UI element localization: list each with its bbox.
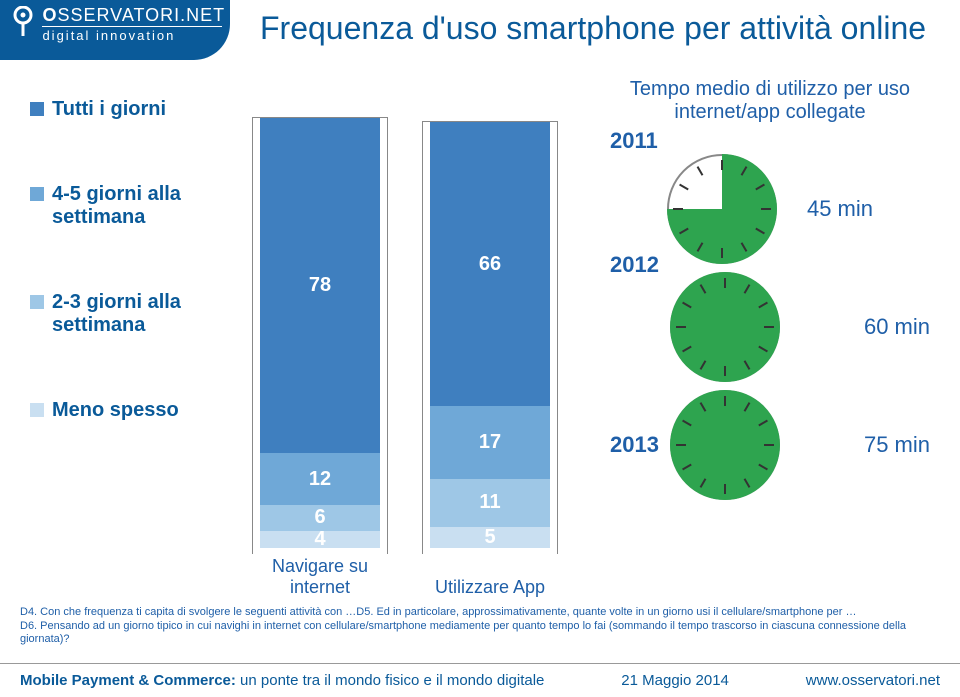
slide-title: Frequenza d'uso smartphone per attività …	[260, 10, 926, 47]
bar-segment: 66	[430, 122, 550, 406]
bar-segment: 17	[430, 406, 550, 479]
bar-segment: 12	[260, 453, 380, 505]
footer-date: 21 Maggio 2014	[621, 672, 729, 689]
legend-swatch	[30, 403, 44, 417]
legend-label: 2-3 giorni alla settimana	[52, 291, 230, 337]
footer-left: Mobile Payment & Commerce: un ponte tra …	[20, 672, 544, 689]
time-usage-block: Tempo medio di utilizzo per uso internet…	[610, 78, 930, 508]
footer: Mobile Payment & Commerce: un ponte tra …	[0, 663, 960, 697]
logo-mid: SSERVATORI	[57, 5, 180, 25]
clock-row: 2011 45 min	[610, 128, 930, 264]
legend-swatch	[30, 102, 44, 116]
footnote-line: D4. Con che frequenza ti capita di svolg…	[20, 606, 940, 620]
footnote-line: D6. Pensando ad un giorno tipico in cui …	[20, 620, 940, 648]
footnotes: D4. Con che frequenza ti capita di svolg…	[20, 606, 940, 647]
time-title: Tempo medio di utilizzo per uso internet…	[610, 78, 930, 124]
stacked-chart: 781264Navigare su internet 6617115Utilizz…	[260, 98, 590, 578]
logo-o: O	[42, 5, 57, 25]
legend-item: Meno spesso	[30, 399, 230, 422]
legend: Tutti i giorni 4-5 giorni alla settimana 2…	[30, 98, 230, 484]
legend-label: 4-5 giorni alla settimana	[52, 183, 230, 229]
year-label: 2013	[610, 432, 670, 458]
bar-segment: 4	[260, 531, 380, 548]
logo-rule	[42, 26, 222, 27]
bar-segment: 78	[260, 118, 380, 453]
minutes-label: 60 min	[864, 314, 930, 340]
minutes-label: 75 min	[864, 432, 930, 458]
legend-label: Tutti i giorni	[52, 98, 166, 121]
bar-axis-label: Navigare su internet	[240, 556, 400, 598]
year-label: 2011	[610, 128, 658, 154]
bar-axis-label: Utilizzare App	[410, 577, 570, 598]
footer-url: www.osservatori.net	[806, 672, 940, 689]
clock-row: 2013 75 min	[610, 390, 930, 500]
legend-swatch	[30, 187, 44, 201]
bar-segment: 5	[430, 527, 550, 549]
bar-column: 781264Navigare su internet	[260, 118, 380, 548]
year-label: 2012	[610, 252, 670, 278]
logo-sub: digital innovation	[42, 29, 225, 42]
clock-icon	[667, 154, 777, 264]
legend-swatch	[30, 295, 44, 309]
legend-item: Tutti i giorni	[30, 98, 230, 121]
clock-row: 201260 min	[610, 272, 930, 382]
logo-net: .NET	[180, 5, 225, 25]
footer-left-rest: un ponte tra il mondo fisico e il mondo …	[236, 672, 545, 689]
bar-segment: 11	[430, 479, 550, 526]
legend-item: 4-5 giorni alla settimana	[30, 183, 230, 229]
legend-label: Meno spesso	[52, 399, 179, 422]
slide-body: Tutti i giorni 4-5 giorni alla settimana 2…	[0, 68, 960, 628]
minutes-label: 45 min	[807, 196, 873, 222]
logo: OSSERVATORI.NET digital innovation	[12, 6, 225, 43]
footer-left-bold: Mobile Payment & Commerce:	[20, 672, 236, 689]
legend-item: 2-3 giorni alla settimana	[30, 291, 230, 337]
clock-icon	[670, 272, 780, 382]
pin-icon	[12, 6, 34, 43]
bar-column: 6617115Utilizzare App	[430, 122, 550, 548]
clock-icon	[670, 390, 780, 500]
top-bar: OSSERVATORI.NET digital innovation Frequ…	[0, 0, 960, 68]
